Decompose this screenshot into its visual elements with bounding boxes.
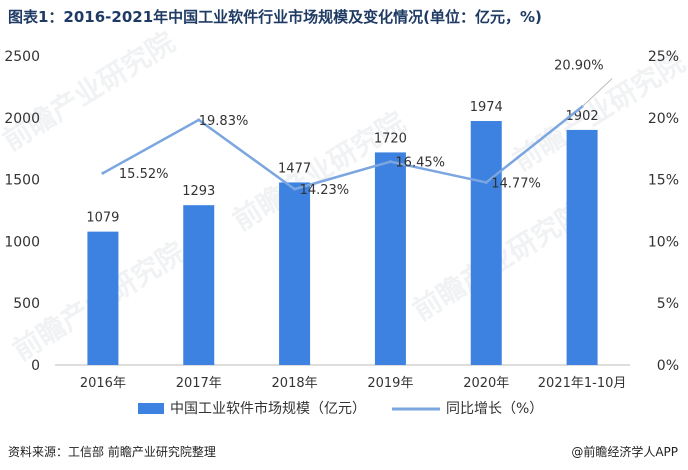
bar-value-label: 1477	[278, 161, 311, 176]
label-leader-line	[581, 78, 613, 108]
legend-swatch-bar	[138, 403, 164, 414]
right-axis-tick-label: 10%	[648, 234, 679, 250]
bar-value-label: 1720	[374, 131, 407, 146]
right-axis-tick-label: 20%	[648, 111, 679, 127]
line-value-label: 15.52%	[119, 167, 169, 182]
bar-value-label: 1079	[86, 211, 119, 226]
bar	[87, 231, 119, 365]
line-value-label: 14.23%	[300, 183, 350, 198]
line-point	[388, 160, 392, 164]
right-axis-tick-label: 5%	[657, 296, 679, 312]
left-axis-tick-label: 0	[31, 358, 40, 374]
right-axis-tick-label: 25%	[648, 49, 679, 65]
bar	[470, 121, 502, 365]
right-axis-tick-label: 0%	[657, 358, 679, 374]
x-axis-tick-label: 2021年1-10月	[538, 376, 627, 391]
line-point	[293, 187, 297, 191]
bar	[279, 182, 311, 365]
left-axis-tick-label: 500	[13, 296, 40, 312]
bar	[566, 129, 598, 365]
x-axis-tick-label: 2020年	[463, 376, 509, 391]
right-axis-tick-label: 15%	[648, 173, 679, 189]
legend-label-bar: 中国工业软件市场规模（亿元）	[170, 400, 366, 417]
bar	[374, 152, 406, 365]
x-axis-tick-label: 2018年	[272, 376, 318, 391]
x-axis-tick-label: 2019年	[367, 376, 413, 391]
growth-line	[102, 105, 583, 191]
line-point	[484, 180, 488, 184]
line-value-label: 14.77%	[491, 176, 541, 191]
left-axis-tick-label: 2500	[4, 49, 40, 65]
bar-value-label: 1293	[182, 184, 215, 199]
legend-label-line: 同比增长（%）	[446, 401, 543, 417]
left-axis-tick-label: 2000	[4, 111, 40, 127]
left-axis-tick-label: 1500	[4, 173, 40, 189]
bar	[183, 205, 215, 365]
chart-title: 图表1：2016-2021年中国工业软件行业市场规模及变化情况(单位：亿元，%)	[8, 8, 542, 26]
bar-value-label: 1974	[470, 100, 503, 115]
line-value-label: 16.45%	[395, 156, 445, 171]
brand-label: @前瞻经济学人APP	[571, 445, 678, 459]
line-point	[197, 118, 201, 122]
line-value-label: 20.90%	[554, 59, 604, 74]
line-point	[101, 171, 105, 175]
x-axis-tick-label: 2017年	[176, 376, 222, 391]
left-axis-tick-label: 1000	[4, 234, 40, 250]
line-value-label: 19.83%	[199, 114, 249, 129]
x-axis-tick-label: 2016年	[80, 376, 126, 391]
source-note: 资料来源：工信部 前瞻产业研究院整理	[8, 445, 216, 459]
